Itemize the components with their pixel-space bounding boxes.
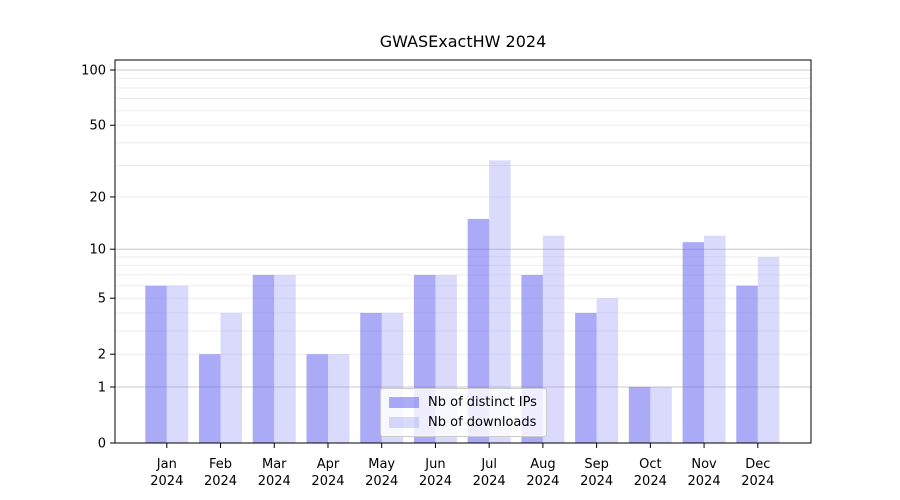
legend-label-distinct-ips: Nb of distinct IPs — [428, 395, 537, 410]
bar-downloads-mar — [274, 274, 296, 443]
bar-downloads-dec — [757, 256, 780, 443]
plot-border — [114, 59, 812, 444]
bar-distinct-ips-jan — [145, 285, 167, 443]
x-tick-label-month: Feb — [209, 457, 232, 472]
bar-distinct-ips-jul — [467, 218, 490, 443]
bar-distinct-ips-oct — [628, 386, 651, 443]
y-tick-label: 50 — [89, 119, 106, 134]
legend-label-downloads: Nb of downloads — [428, 415, 537, 430]
bar-downloads-apr — [327, 354, 350, 443]
legend: Nb of distinct IPs Nb of downloads — [380, 388, 547, 437]
bar-distinct-ips-dec — [736, 285, 758, 443]
legend-swatch-distinct-ips — [389, 397, 419, 408]
x-tick-label-year: 2024 — [741, 474, 774, 489]
legend-entry-distinct-ips: Nb of distinct IPs — [389, 394, 537, 411]
y-tick-label: 20 — [89, 190, 106, 205]
x-tick-label-year: 2024 — [150, 474, 183, 489]
bar-distinct-ips-feb — [199, 354, 221, 443]
x-tick-label-month: Nov — [691, 457, 717, 472]
legend-swatch-downloads — [389, 417, 419, 428]
x-tick-label-month: Oct — [639, 457, 661, 472]
bar-distinct-ips-apr — [306, 354, 328, 443]
bar-distinct-ips-sep — [575, 312, 597, 443]
x-tick-label-month: Mar — [262, 457, 287, 472]
x-tick-label-year: 2024 — [688, 474, 721, 489]
x-tick-label-year: 2024 — [258, 474, 291, 489]
y-tick-label: 10 — [89, 243, 106, 258]
y-tick-label: 100 — [81, 64, 106, 79]
x-tick-label-month: May — [368, 457, 395, 472]
x-tick-label-month: Jul — [480, 457, 497, 472]
x-tick-label-year: 2024 — [580, 474, 613, 489]
x-tick-label-month: Aug — [530, 457, 555, 472]
bar-downloads-sep — [596, 298, 619, 443]
x-tick-label-year: 2024 — [365, 474, 398, 489]
x-tick-label-year: 2024 — [473, 474, 506, 489]
bar-downloads-feb — [220, 312, 243, 443]
bar-distinct-ips-mar — [252, 274, 275, 443]
x-tick-label-month: Dec — [745, 457, 770, 472]
x-tick-label-month: Sep — [584, 457, 609, 472]
y-tick-label: 1 — [98, 380, 106, 395]
x-tick-label-year: 2024 — [311, 474, 344, 489]
bar-distinct-ips-nov — [682, 242, 705, 443]
x-tick-label-month: Jun — [424, 457, 445, 472]
x-tick-label-year: 2024 — [526, 474, 559, 489]
y-tick-label: 5 — [98, 292, 106, 307]
x-tick-label-year: 2024 — [419, 474, 452, 489]
bar-downloads-oct — [650, 386, 672, 443]
y-tick-label: 0 — [98, 437, 106, 452]
x-tick-label-month: Apr — [317, 457, 340, 472]
y-tick-label: 2 — [98, 348, 106, 363]
x-tick-label-year: 2024 — [634, 474, 667, 489]
bar-downloads-aug — [542, 235, 565, 443]
legend-entry-downloads: Nb of downloads — [389, 414, 536, 431]
x-tick-label-month: Jan — [156, 457, 177, 472]
chart-title: GWASExactHW 2024 — [379, 32, 547, 51]
x-tick-label-year: 2024 — [204, 474, 237, 489]
bar-downloads-jan — [166, 285, 189, 443]
bar-downloads-jul — [489, 160, 511, 443]
bar-downloads-nov — [704, 235, 726, 443]
bar-distinct-ips-may — [360, 312, 382, 443]
